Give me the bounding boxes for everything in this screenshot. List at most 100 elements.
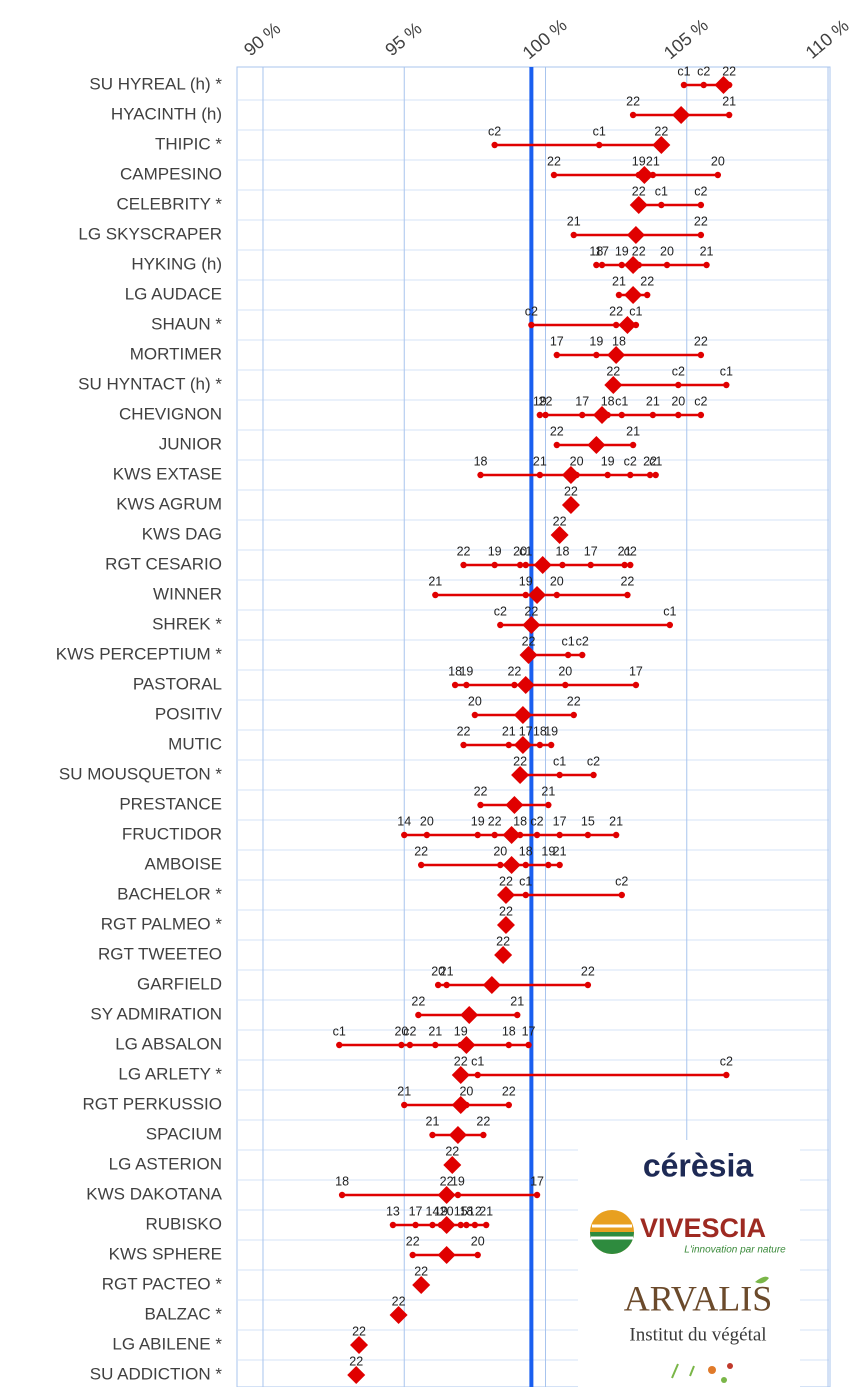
point-label: c2	[720, 1054, 733, 1068]
point-label: 22	[499, 904, 513, 918]
mean-diamond	[607, 346, 626, 364]
point-label: 17	[530, 1174, 544, 1188]
point-label: 12	[468, 1204, 482, 1218]
point-label: 21	[646, 394, 660, 408]
mean-diamond	[457, 1036, 476, 1054]
trial-point	[477, 801, 484, 809]
trial-point	[401, 1101, 408, 1109]
mean-diamond	[460, 1006, 479, 1024]
point-label: 15	[454, 1204, 468, 1218]
point-label: c1	[471, 1054, 484, 1068]
trial-point	[723, 381, 730, 389]
point-label: 22	[476, 1114, 490, 1128]
point-label: 21	[612, 274, 626, 288]
point-label: 21	[428, 574, 442, 588]
trial-point	[432, 591, 439, 599]
mean-diamond	[672, 106, 691, 124]
category-label: THIPIC *	[155, 134, 222, 153]
mean-diamond	[496, 886, 515, 904]
trial-point	[675, 411, 682, 419]
trial-point	[454, 1191, 462, 1199]
trial-point	[533, 831, 541, 839]
mean-diamond	[528, 586, 547, 604]
mean-diamond	[389, 1306, 408, 1324]
point-label: 21	[533, 454, 547, 468]
category-label: SU ADDICTION *	[90, 1364, 223, 1383]
trial-point	[497, 621, 504, 629]
point-label: 21	[618, 544, 632, 558]
point-label: 20	[420, 814, 434, 828]
trial-point	[505, 1041, 512, 1049]
category-label: SU HYNTACT (h) *	[78, 374, 222, 393]
trial-point	[457, 1221, 464, 1229]
trial-point	[618, 411, 625, 419]
point-label: 19	[533, 394, 547, 408]
point-label: 21	[626, 424, 640, 438]
point-label: 19	[615, 244, 629, 258]
trial-point	[406, 1041, 414, 1049]
point-label: c2	[615, 874, 628, 888]
trial-point	[604, 471, 611, 479]
trial-point	[482, 1221, 490, 1229]
point-label: 21	[541, 784, 555, 798]
mean-diamond	[437, 1186, 456, 1204]
trial-point	[409, 1251, 416, 1259]
point-label: 19	[601, 454, 615, 468]
point-label: 15	[581, 814, 595, 828]
mean-diamond	[513, 736, 532, 754]
point-label: 22	[457, 544, 471, 558]
mean-diamond	[494, 946, 513, 964]
mean-diamond	[587, 436, 606, 454]
point-label: 21	[502, 724, 516, 738]
category-label: KWS PERCEPTIUM *	[56, 644, 223, 663]
category-label: HYKING (h)	[131, 254, 222, 273]
point-label: 22	[499, 874, 513, 888]
trial-point	[632, 681, 640, 689]
logo-fragment	[708, 1366, 716, 1374]
point-label: 19	[471, 814, 485, 828]
trial-point	[663, 261, 671, 269]
point-label: 20	[440, 1204, 454, 1218]
trial-point	[584, 831, 592, 839]
category-label: SU MOUSQUETON *	[59, 764, 222, 783]
trial-point	[697, 351, 705, 359]
point-label: 20	[431, 964, 445, 978]
point-label: 17	[519, 724, 533, 738]
point-label: c1	[615, 394, 628, 408]
trial-point	[593, 351, 600, 359]
category-label: GARFIELD	[137, 974, 222, 993]
mean-diamond	[522, 616, 541, 634]
mean-diamond	[350, 1336, 369, 1354]
point-label: c1	[333, 1024, 346, 1038]
point-label: 21	[722, 94, 736, 108]
mean-diamond	[561, 496, 580, 514]
trial-point	[627, 561, 634, 569]
trial-point	[471, 711, 479, 719]
trial-point	[423, 831, 431, 839]
trial-point	[587, 561, 594, 569]
point-label: 21	[553, 844, 567, 858]
point-label: c1	[649, 454, 662, 468]
mean-diamond	[561, 466, 580, 484]
point-label: c2	[624, 544, 637, 558]
point-label: 22	[553, 514, 567, 528]
point-label: c2	[697, 64, 710, 78]
trial-point	[556, 831, 563, 839]
point-label: c2	[672, 364, 685, 378]
point-label: 22	[457, 724, 471, 738]
category-label: RGT TWEETEO	[98, 944, 222, 963]
category-label: RGT CESARIO	[105, 554, 222, 573]
category-label: RGT PACTEO *	[102, 1274, 223, 1293]
point-label: 18	[519, 844, 533, 858]
point-label: 22	[496, 934, 510, 948]
point-label: 21	[426, 1114, 440, 1128]
trial-point	[562, 681, 569, 689]
point-label: 22	[632, 184, 646, 198]
point-label: 22	[722, 64, 736, 78]
trial-point	[570, 231, 577, 239]
mean-diamond	[519, 646, 538, 664]
trial-point	[505, 1101, 512, 1109]
trial-point	[675, 381, 682, 389]
category-label: LG SKYSCRAPER	[78, 224, 222, 243]
point-label: c2	[488, 124, 501, 138]
